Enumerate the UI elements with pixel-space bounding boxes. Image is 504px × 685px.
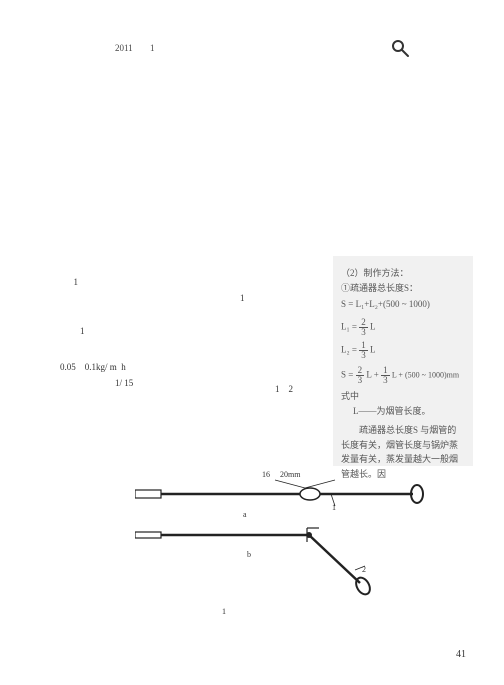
eq4b-frac: 1 3 [381, 366, 390, 385]
eq2-den: 3 [359, 328, 368, 337]
l-desc: L——为烟管长度。 [353, 404, 465, 419]
method-title: （2）制作方法： [341, 266, 465, 281]
eq2-frac: 2 3 [359, 318, 368, 337]
right-panel: （2）制作方法： ①疏通器总长度S： S = L₁+L₂+(500 ~ 1000… [333, 256, 473, 466]
left-column-text: 1 1 1 0.05 0.1kg/ m h 1/ 15 [60, 258, 240, 391]
eq2-lhs: L₁ = [341, 321, 357, 331]
figure-label-b: b [247, 550, 251, 559]
eq4a-den: 3 [356, 376, 365, 385]
mid-label: 1 2 [275, 382, 293, 395]
eq3-rhs: L [370, 344, 376, 354]
figure-label-1: 1 [332, 503, 336, 512]
figure-diagram [135, 478, 425, 603]
left-l1b: 1 [240, 290, 245, 306]
eq4-mid: L + [366, 369, 379, 379]
left-l4: 1/ 15 [115, 375, 240, 391]
page-number: 41 [456, 649, 466, 660]
eq3-den: 3 [359, 351, 368, 360]
eq3-lhs: L₂ = [341, 344, 357, 354]
right-para: 疏通器总长度S 与烟管的长度有关，烟管长度与锅炉蒸发量有关，蒸发量越大一般烟管越… [341, 423, 465, 481]
figure-label-2: 2 [362, 565, 366, 574]
figure-label-a: a [243, 510, 247, 519]
eq2-rhs: L [370, 321, 376, 331]
left-l3: 0.05 0.1kg/ m h [60, 359, 240, 375]
eq4-rhs: L + (500 ~ 1000)mm [392, 370, 459, 379]
figure-caption: 1 [222, 607, 226, 616]
eq4-lhs: S = [341, 369, 353, 379]
shizhong: 式中 [341, 389, 465, 404]
sub-title: ①疏通器总长度S： [341, 281, 465, 296]
header-issue: 1 [150, 43, 155, 53]
left-l2: 1 [80, 323, 240, 339]
header-year: 2011 [115, 43, 133, 53]
eq1: S = L₁+L₂+(500 ~ 1000) [341, 297, 465, 312]
search-icon [390, 38, 410, 63]
eq3-frac: 1 3 [359, 341, 368, 360]
eq4b-den: 3 [381, 376, 390, 385]
left-l1a: 1 [74, 277, 79, 287]
eq4a-frac: 2 3 [356, 366, 365, 385]
